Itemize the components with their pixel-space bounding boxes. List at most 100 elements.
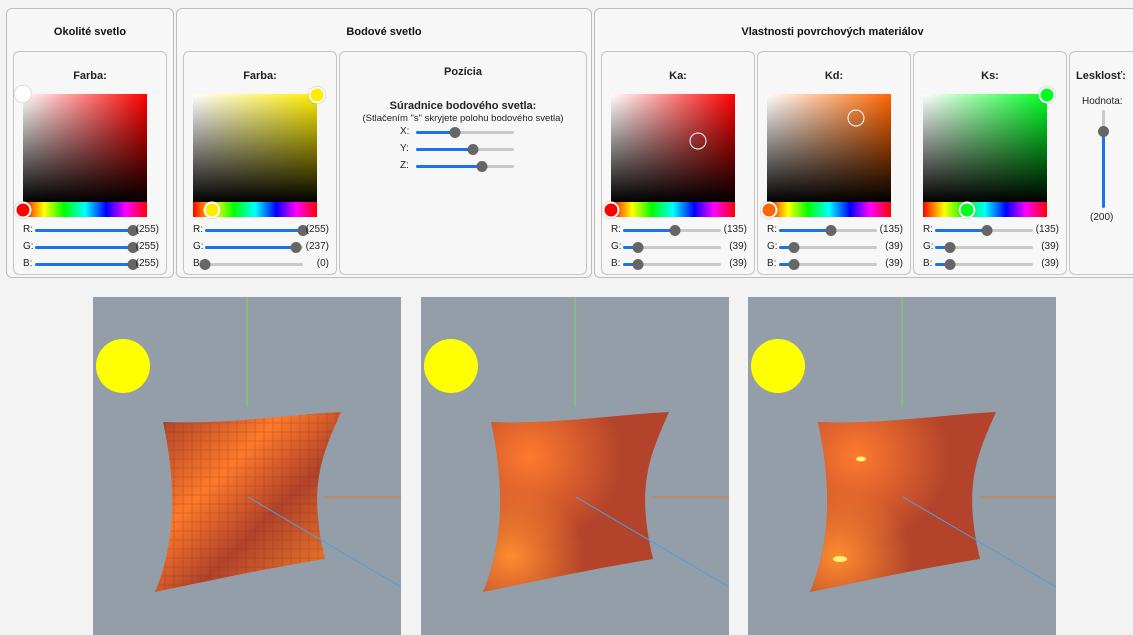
ka-channel-thumb[interactable] <box>669 225 681 236</box>
ambient-channel-fill <box>35 246 133 249</box>
point-light-channel-fill <box>205 246 297 249</box>
z-axis-line <box>902 496 1056 588</box>
ka-channel-label: R: <box>611 224 621 235</box>
ks-label: Ks: <box>981 70 999 82</box>
point-light-hue-handle[interactable] <box>203 201 221 219</box>
position-axis-thumb[interactable] <box>449 127 461 138</box>
ks-picker-handle[interactable] <box>1038 86 1056 104</box>
position-axis-thumb[interactable] <box>476 161 488 172</box>
ka-saturation-picker[interactable] <box>611 94 735 202</box>
point-light-channel-row: B: (0) <box>193 258 338 270</box>
kd-saturation-picker[interactable] <box>767 94 891 202</box>
kd-label: Kd: <box>824 70 844 82</box>
ks-channel-fill <box>935 246 950 249</box>
ks-channel-slider[interactable] <box>935 225 1033 236</box>
ka-channel-slider[interactable] <box>623 242 721 253</box>
position-title: Pozícia <box>444 66 482 78</box>
ks-channel-thumb[interactable] <box>981 225 993 236</box>
kd-hue-handle[interactable] <box>760 201 778 219</box>
shininess-slider-thumb[interactable] <box>1098 126 1109 137</box>
ambient-channel-label: G: <box>23 241 34 252</box>
ka-channel-value: (135) <box>723 224 747 235</box>
point-light-picker-handle[interactable] <box>308 86 326 104</box>
point-light-channel-slider[interactable] <box>205 242 303 253</box>
ambient-channel-slider[interactable] <box>35 225 139 236</box>
ka-channel-slider[interactable] <box>623 225 721 236</box>
ka-picker-handle[interactable] <box>689 132 707 150</box>
ka-hue-handle[interactable] <box>602 201 620 219</box>
ambient-color-label: Farba: <box>73 70 107 82</box>
ka-channel-label: G: <box>611 241 622 252</box>
point-light-channel-thumb[interactable] <box>290 242 302 253</box>
ks-channel-value: (135) <box>1035 224 1059 235</box>
kd-channel-value: (39) <box>885 241 903 252</box>
ka-channel-fill <box>623 246 638 249</box>
viewport-flat-shading[interactable] <box>93 297 401 635</box>
ambient-channel-row: R: (255) <box>23 224 168 236</box>
ks-channel-thumb[interactable] <box>944 242 956 253</box>
ks-box: Ks: R: (135) G: (39) B: (39) <box>913 51 1067 275</box>
ka-channel-label: B: <box>611 258 621 269</box>
point-light-channel-label: B: <box>193 258 203 269</box>
kd-channel-thumb[interactable] <box>825 225 837 236</box>
surface-highlight-bottom <box>483 412 669 592</box>
ks-channel-slider[interactable] <box>935 242 1033 253</box>
point-light-saturation-picker[interactable] <box>193 94 317 202</box>
phong-shading-scene <box>751 297 1056 592</box>
point-light-channel-row: G: (237) <box>193 241 338 253</box>
ka-channel-slider[interactable] <box>623 259 721 270</box>
point-light-channel-label: R: <box>193 224 203 235</box>
position-axis-thumb[interactable] <box>467 144 479 155</box>
ka-box: Ka: R: (135) G: (39) B: (39) <box>601 51 755 275</box>
position-heading: Súradnice bodového svetla: <box>389 100 537 112</box>
ks-hue-handle[interactable] <box>958 201 976 219</box>
kd-channel-slider[interactable] <box>779 242 877 253</box>
point-light-hue-slider[interactable] <box>193 202 317 217</box>
ambient-channel-row: B: (255) <box>23 258 168 270</box>
point-light-channel-slider[interactable] <box>199 259 303 270</box>
ks-channel-slider[interactable] <box>935 259 1033 270</box>
viewport-phong-shading[interactable] <box>748 297 1056 635</box>
ambient-channel-thumb[interactable] <box>127 242 139 253</box>
kd-channel-thumb[interactable] <box>788 242 800 253</box>
ambient-channel-fill <box>35 263 133 266</box>
point-light-channel-thumb[interactable] <box>199 259 211 270</box>
position-axis-slider[interactable] <box>416 144 514 155</box>
ks-hue-slider[interactable] <box>923 202 1047 217</box>
ks-channel-value: (39) <box>1041 258 1059 269</box>
shininess-value-label: Hodnota: <box>1082 96 1123 107</box>
kd-channel-thumb[interactable] <box>788 259 800 270</box>
position-axis-slider[interactable] <box>416 127 514 138</box>
point-light-channel-slider[interactable] <box>205 225 309 236</box>
viewport-gouraud-shading[interactable] <box>421 297 729 635</box>
ambient-hue-slider[interactable] <box>23 202 147 217</box>
ambient-channel-slider[interactable] <box>35 259 139 270</box>
ka-channel-row: R: (135) <box>611 224 756 236</box>
ambient-channel-slider[interactable] <box>35 242 139 253</box>
ambient-saturation-picker[interactable] <box>23 94 147 202</box>
position-axis-row: X: <box>400 126 530 138</box>
point-light-channel-fill <box>205 229 303 232</box>
position-axis-label: Y: <box>400 143 409 154</box>
ka-hue-slider[interactable] <box>611 202 735 217</box>
ka-channel-thumb[interactable] <box>632 242 644 253</box>
ks-saturation-picker[interactable] <box>923 94 1047 202</box>
ka-channel-fill <box>623 263 638 266</box>
ka-channel-thumb[interactable] <box>632 259 644 270</box>
ambient-hue-handle[interactable] <box>14 201 32 219</box>
ks-channel-thumb[interactable] <box>944 259 956 270</box>
point-light-channel-thumb[interactable] <box>297 225 309 236</box>
ambient-picker-handle[interactable] <box>14 85 32 103</box>
kd-channel-slider[interactable] <box>779 259 877 270</box>
ambient-light-title: Okolité svetlo <box>53 26 127 38</box>
position-axis-slider[interactable] <box>416 161 514 172</box>
kd-channel-slider[interactable] <box>779 225 877 236</box>
ambient-channel-thumb[interactable] <box>127 259 139 270</box>
ka-label: Ka: <box>669 70 687 82</box>
ambient-channel-thumb[interactable] <box>127 225 139 236</box>
kd-channel-row: G: (39) <box>767 241 912 253</box>
kd-channel-fill <box>779 246 794 249</box>
kd-channel-label: G: <box>767 241 778 252</box>
kd-hue-slider[interactable] <box>767 202 891 217</box>
kd-picker-handle[interactable] <box>847 109 865 127</box>
